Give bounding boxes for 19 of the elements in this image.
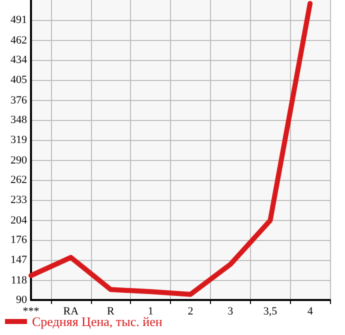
x-tick-label: 2 [188, 306, 194, 318]
x-tick-label: 3 [228, 306, 234, 318]
y-tick-label: 491 [10, 14, 27, 26]
y-tick-label: 319 [10, 134, 28, 146]
y-tick-label: 176 [10, 234, 28, 246]
y-tick-label: 233 [10, 194, 28, 206]
y-tick-label: 290 [10, 154, 28, 166]
y-tick-label: 376 [10, 94, 28, 106]
y-tick-label: 262 [10, 174, 27, 186]
x-tick-label: 4 [307, 306, 314, 318]
y-tick-label: 462 [10, 34, 27, 46]
x-tick-label: 3,5 [263, 306, 278, 318]
y-tick-label: 348 [10, 114, 28, 126]
y-tick-label: 405 [10, 74, 28, 86]
y-tick-label: 204 [10, 214, 28, 226]
y-tick-label: 147 [10, 254, 28, 266]
y-tick-label: 434 [10, 54, 28, 66]
y-tick-label: 118 [10, 274, 28, 286]
y-tick-label: 90 [16, 294, 28, 306]
